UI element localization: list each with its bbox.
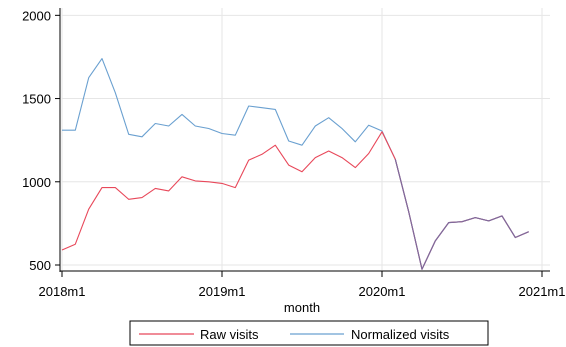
series-line-overlap bbox=[394, 159, 529, 270]
y-ticks: 500 1000 1500 2000 bbox=[22, 8, 60, 273]
y-tick-label: 500 bbox=[29, 258, 51, 273]
legend-box bbox=[129, 320, 489, 346]
x-tick-label: 2021m1 bbox=[519, 284, 566, 299]
series-line-normalized-visits bbox=[62, 58, 529, 270]
x-ticks: 2018m1 2019m1 2020m1 2021m1 bbox=[39, 271, 566, 299]
x-tick-label: 2019m1 bbox=[199, 284, 246, 299]
y-tick-label: 1000 bbox=[22, 175, 51, 190]
x-axis-title: month bbox=[284, 300, 320, 315]
legend: Raw visits Normalized visits bbox=[129, 320, 489, 346]
axes bbox=[59, 8, 550, 272]
legend-label-raw-visits: Raw visits bbox=[200, 327, 259, 342]
y-tick-label: 2000 bbox=[22, 8, 51, 23]
x-tick-label: 2020m1 bbox=[359, 284, 406, 299]
y-tick-label: 1500 bbox=[22, 92, 51, 107]
legend-label-normalized-visits: Normalized visits bbox=[351, 327, 450, 342]
series-line-raw-visits bbox=[61, 131, 529, 270]
x-tick-label: 2018m1 bbox=[39, 284, 86, 299]
series bbox=[61, 58, 529, 270]
grid bbox=[61, 8, 550, 270]
